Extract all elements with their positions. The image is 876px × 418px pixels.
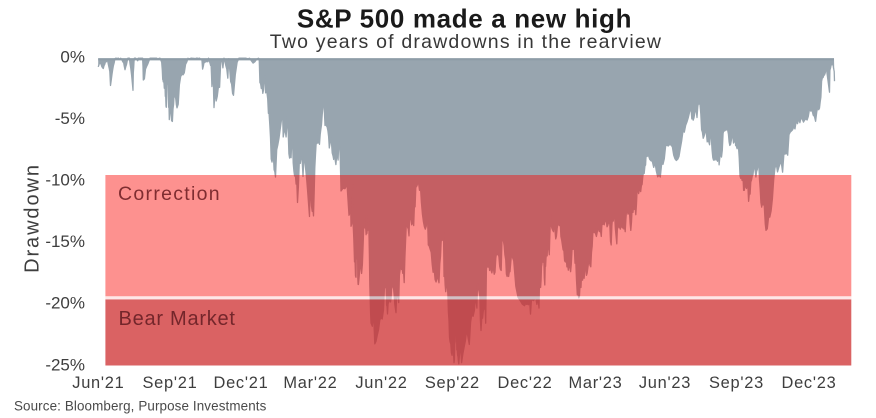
svg-text:Mar'22: Mar'22 <box>283 374 337 392</box>
svg-text:Dec'21: Dec'21 <box>213 374 268 392</box>
svg-text:Source: Bloomberg, Purpose Inv: Source: Bloomberg, Purpose Investments <box>14 399 267 414</box>
svg-text:Drawdown: Drawdown <box>22 163 44 273</box>
svg-text:Sep'21: Sep'21 <box>142 374 197 392</box>
svg-text:-10%: -10% <box>45 171 85 190</box>
svg-text:S&P 500 made a new high: S&P 500 made a new high <box>297 4 632 34</box>
svg-text:Two years of drawdowns in the: Two years of drawdowns in the rearview <box>270 31 662 53</box>
svg-text:Dec'22: Dec'22 <box>497 374 552 392</box>
svg-text:Jun'23: Jun'23 <box>639 374 691 392</box>
svg-text:-15%: -15% <box>45 232 85 251</box>
svg-text:Sep'23: Sep'23 <box>709 374 764 392</box>
svg-text:0%: 0% <box>60 48 85 67</box>
svg-text:Sep'22: Sep'22 <box>425 374 480 392</box>
svg-text:-5%: -5% <box>55 109 85 128</box>
svg-text:Dec'23: Dec'23 <box>781 374 836 392</box>
svg-text:Bear Market: Bear Market <box>119 308 236 330</box>
svg-text:Mar'23: Mar'23 <box>568 374 622 392</box>
svg-text:-20%: -20% <box>45 294 85 313</box>
svg-text:Jun'22: Jun'22 <box>355 374 407 392</box>
svg-text:-25%: -25% <box>45 355 85 374</box>
svg-text:Correction: Correction <box>118 183 221 205</box>
svg-text:Jun'21: Jun'21 <box>72 374 124 392</box>
